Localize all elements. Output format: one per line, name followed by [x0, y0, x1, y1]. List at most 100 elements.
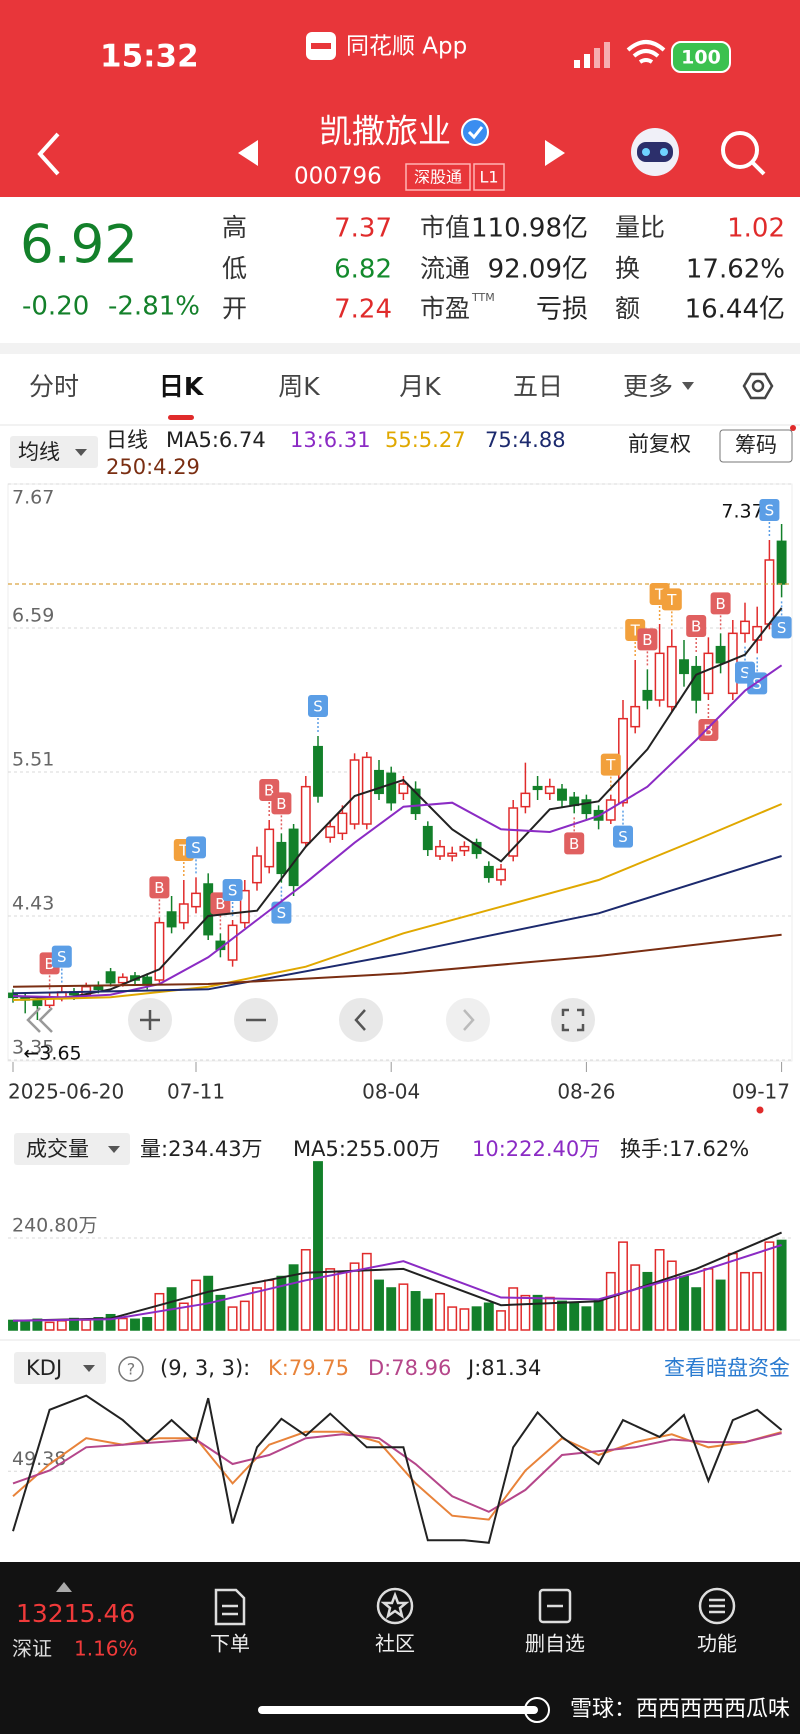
- candle-body: [105, 971, 116, 984]
- signal-label: T: [654, 586, 665, 604]
- tab[interactable]: 日K: [159, 372, 205, 401]
- volume-bar: [178, 1302, 189, 1331]
- volume-bar: [252, 1287, 262, 1331]
- chart-controls: [26, 998, 595, 1042]
- ma-menu-bg[interactable]: [10, 436, 98, 468]
- help-mark[interactable]: ?: [127, 1360, 136, 1379]
- volume-bar: [81, 1319, 92, 1331]
- ma-menu[interactable]: 均线: [18, 440, 60, 464]
- scroll-right-icon: [463, 1009, 475, 1031]
- candle-body: [557, 788, 567, 801]
- volume-bar: [593, 1298, 604, 1331]
- y-tick-label: 5.51: [12, 749, 54, 771]
- volume-bar: [215, 1294, 226, 1331]
- fullscreen-icon: [561, 1008, 585, 1032]
- candle-body: [496, 868, 506, 881]
- notice-dot: [790, 425, 796, 431]
- help-icon[interactable]: [118, 1356, 144, 1382]
- indicator-line: [12, 1394, 783, 1544]
- wifi-icon: [626, 40, 666, 64]
- volume-bar: [93, 1317, 104, 1331]
- candle-body: [679, 659, 689, 675]
- search-icon[interactable]: [721, 131, 759, 169]
- battery-level: 100: [681, 47, 721, 69]
- kdj-menu-bg[interactable]: [14, 1352, 106, 1384]
- tag-box: [473, 163, 505, 191]
- volume-bar: [569, 1302, 580, 1331]
- index-arrow: [56, 1582, 72, 1592]
- adjust-mode[interactable]: 前复权: [628, 432, 691, 456]
- tab[interactable]: 更多: [623, 372, 673, 401]
- settings-icon[interactable]: [742, 372, 774, 400]
- volume-bar: [752, 1271, 763, 1331]
- volume-bar: [459, 1308, 470, 1331]
- signal-marker: [759, 499, 780, 521]
- volume-value: 量:234.43万: [140, 1137, 263, 1161]
- indicator-line: [12, 1244, 782, 1322]
- volume-bar: [20, 1320, 31, 1331]
- next-stock[interactable]: [545, 140, 565, 166]
- tab[interactable]: 月K: [399, 372, 441, 401]
- candle-body: [178, 903, 189, 924]
- prev-stock[interactable]: [238, 140, 258, 166]
- assistant-eye: [642, 148, 650, 156]
- candle-body: [93, 985, 104, 991]
- signal-label: T: [666, 591, 677, 609]
- legend-entry: 13:6.31: [290, 428, 371, 452]
- candle-body: [191, 892, 201, 908]
- fullscreen[interactable]: [551, 998, 595, 1042]
- change: -0.20: [22, 292, 89, 322]
- candle-body: [520, 792, 531, 808]
- app-name: 同花顺 App: [346, 34, 467, 60]
- collapse-button[interactable]: [26, 1007, 53, 1033]
- nav-item[interactable]: 功能: [697, 1632, 737, 1656]
- signal-marker: [149, 876, 170, 899]
- candle-body: [666, 645, 677, 708]
- stat-label: 额: [615, 294, 640, 323]
- signal-label: T: [630, 622, 641, 640]
- volume-bar: [288, 1264, 299, 1331]
- chips-button[interactable]: [719, 429, 793, 463]
- signal-marker: [308, 695, 328, 717]
- candle-body: [337, 812, 348, 835]
- volume-title[interactable]: 成交量: [26, 1137, 89, 1161]
- nav-item[interactable]: 下单: [210, 1632, 250, 1656]
- legend-entry: 55:5.27: [385, 428, 466, 452]
- stat-value: 1.02: [727, 214, 785, 244]
- back-button[interactable]: [37, 132, 60, 176]
- volume-bar: [386, 1287, 397, 1331]
- period-label: 日线: [106, 428, 148, 452]
- candle-body: [422, 825, 433, 851]
- candle-body: [398, 783, 409, 795]
- scroll-left[interactable]: [339, 998, 383, 1042]
- stat-label: 市盈: [420, 294, 470, 323]
- nav-item[interactable]: 删自选: [525, 1632, 585, 1656]
- chips-label[interactable]: 筹码: [735, 433, 777, 457]
- signal-label: S: [313, 698, 323, 716]
- candle-body: [435, 845, 445, 857]
- stat-label: 开: [222, 294, 247, 323]
- volume-menu-bg[interactable]: [14, 1133, 130, 1165]
- candle-body: [117, 976, 128, 984]
- legend-entry: 10:222.40万: [472, 1137, 600, 1161]
- signal-marker: [600, 753, 621, 776]
- low-label: ←3.65: [23, 1043, 81, 1065]
- scroll-right[interactable]: [446, 998, 490, 1042]
- dark-pool-link[interactable]: 查看暗盘资金: [664, 1356, 790, 1380]
- volume-bar: [130, 1318, 140, 1331]
- volume-bar: [630, 1264, 641, 1331]
- volume-bar: [520, 1294, 531, 1331]
- signal-label: T: [178, 842, 189, 860]
- tab[interactable]: 五日: [513, 372, 563, 401]
- candle-body: [32, 999, 43, 1007]
- kdj-title[interactable]: KDJ: [26, 1356, 62, 1380]
- nav-item[interactable]: 社区: [375, 1632, 415, 1656]
- tab[interactable]: 分时: [29, 372, 79, 401]
- stat-label-sup: TTM: [471, 291, 495, 304]
- nav-icons: [214, 1587, 736, 1626]
- y-tick-label: 240.80万: [12, 1215, 97, 1237]
- indicator-line: [12, 1231, 782, 1322]
- tab[interactable]: 周K: [278, 372, 320, 401]
- indicator-line: [12, 933, 782, 988]
